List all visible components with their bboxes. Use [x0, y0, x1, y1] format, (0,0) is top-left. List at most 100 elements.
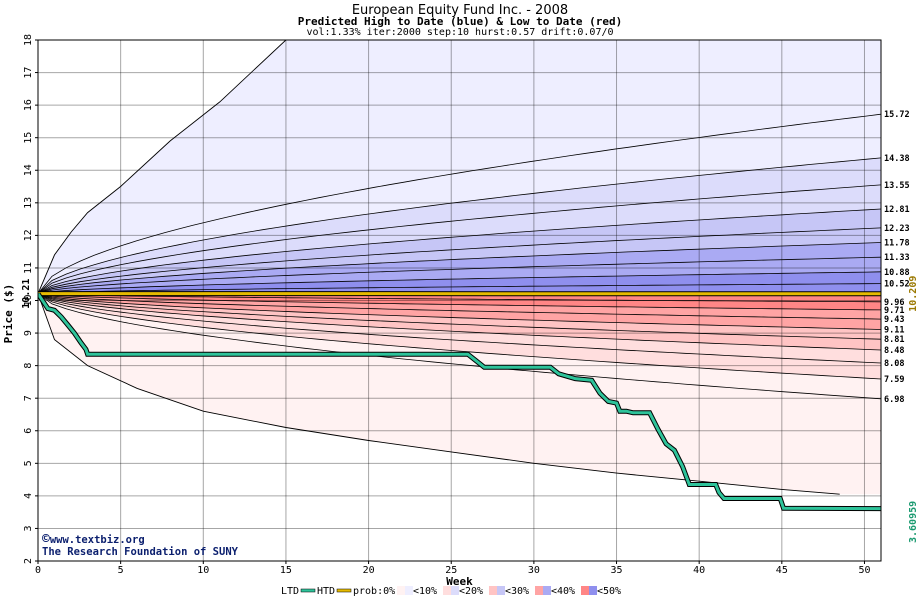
high-curve: [38, 227, 881, 295]
high-curve-label: 15.72: [884, 110, 910, 120]
x-tick-label: 10: [197, 565, 209, 576]
band-red-7: [38, 293, 881, 363]
low-curve: [38, 293, 881, 340]
y-tick-label: 5: [23, 460, 34, 466]
credit-org: The Research Foundation of SUNY: [42, 546, 238, 558]
band-blue-4: [38, 242, 881, 294]
high-curve-label: 14.38: [884, 154, 910, 164]
high-curve: [38, 113, 881, 294]
legend-prob-item: <20%: [459, 586, 483, 597]
band-red-8: [38, 293, 881, 379]
high-curve: [38, 256, 881, 295]
high-curve-label: 11.33: [884, 253, 910, 263]
low-curve: [38, 293, 881, 364]
legend-ltd-swatch: [300, 588, 316, 593]
y-tick-label: 13: [23, 197, 34, 209]
low-curve: [38, 293, 881, 311]
credit-url[interactable]: www.textbiz.org: [49, 534, 145, 546]
band-blue-5: [38, 227, 881, 294]
plot-area: [38, 40, 881, 561]
high-curve: [38, 184, 881, 295]
low-curve-label: 7.59: [884, 375, 904, 385]
legend-blue-swatch: [543, 586, 551, 595]
x-tick-label: 50: [858, 565, 870, 576]
high-curve: [38, 157, 881, 294]
copyright-icon: ©: [42, 532, 50, 547]
low-curve-label: 8.48: [884, 346, 904, 356]
chart-subtitle: Predicted High to Date (blue) & Low to D…: [297, 15, 623, 28]
band-blue-7: [38, 184, 881, 294]
ltd-line: [38, 292, 881, 511]
x-tick-label: 20: [363, 565, 375, 576]
high-curve-label: 10.88: [884, 268, 910, 278]
band-red-4: [38, 293, 881, 330]
y-tick-label: 2: [23, 558, 34, 564]
chart-params: vol:1.33% iter:2000 step:10 hurst:0.57 d…: [306, 27, 614, 38]
high-curve-label: 13.55: [884, 181, 910, 191]
y-tick-label: 9: [23, 330, 34, 336]
x-tick-label: 0: [35, 565, 41, 576]
y-tick-label: 15: [23, 132, 34, 144]
x-tick-label: 5: [118, 565, 124, 576]
y-tick-label: 8: [23, 363, 34, 369]
high-curve: [38, 242, 881, 295]
high-curve-label: 10.52: [884, 280, 910, 290]
x-tick-label: 45: [776, 565, 788, 576]
low-curve-label: 9.71: [884, 306, 904, 316]
legend-prob-item: <10%: [413, 586, 437, 597]
low-curve-label: 9.11: [884, 325, 904, 335]
legend-red-swatch: [489, 586, 497, 595]
legend-htd-swatch: [336, 588, 352, 593]
high-curve: [38, 271, 881, 295]
x-tick-label: 40: [693, 565, 705, 576]
outer-low-curve: [38, 293, 840, 495]
band-blue-2: [38, 271, 881, 294]
legend-htd-label: HTD: [317, 586, 335, 597]
legend-blue-swatch: [451, 586, 459, 595]
band-red-9: [38, 293, 881, 399]
legend-blue-swatch: [497, 586, 505, 595]
low-curve: [38, 293, 881, 400]
credit-block: ©www.textbiz.org The Research Foundation…: [42, 532, 238, 558]
low-curve: [38, 293, 881, 320]
low-curve: [38, 293, 881, 303]
legend-prob-item: <50%: [597, 586, 621, 597]
band-blue-1: [38, 283, 881, 294]
low-curve-label: 8.81: [884, 335, 904, 345]
high-curve-label: 12.81: [884, 205, 910, 215]
y-tick-label: 17: [23, 67, 34, 79]
outer-high-curve: [38, 40, 287, 294]
low-curve: [38, 293, 881, 380]
y-tick-label: 11: [23, 262, 34, 274]
band-blue-6: [38, 209, 881, 294]
band-blue-outer: [38, 40, 881, 294]
low-curve-label: 6.98: [884, 395, 904, 405]
y-tick-label: 4: [23, 493, 34, 499]
y-tick-label: 10: [23, 294, 34, 306]
y-axis-label: Price ($): [2, 284, 15, 344]
legend-prob-item: <40%: [551, 586, 575, 597]
y-tick-label: 16: [23, 99, 34, 111]
legend-blue-swatch: [405, 586, 413, 595]
legend-blue-swatch: [589, 586, 597, 595]
y-tick-label: 7: [23, 395, 34, 401]
x-axis-label: Week: [446, 575, 473, 588]
band-red-3: [38, 293, 881, 320]
legend-red-swatch: [535, 586, 543, 595]
high-curve: [38, 283, 881, 295]
legend-prob-label: prob:0%: [353, 586, 395, 597]
low-curve-label: 8.08: [884, 359, 904, 369]
ltd-end-label: 3.60959: [908, 501, 919, 543]
legend-prob-item: <30%: [505, 586, 529, 597]
band-blue-8: [38, 157, 881, 294]
low-curve-label: 9.96: [884, 298, 904, 308]
x-tick-label: 15: [280, 565, 292, 576]
high-curve: [38, 208, 881, 295]
chart-title: European Equity Fund Inc. - 2008: [351, 3, 569, 18]
legend-red-swatch: [443, 586, 451, 595]
high-curve-label: 11.78: [884, 239, 910, 249]
legend-red-swatch: [397, 586, 405, 595]
y-tick-label: 14: [23, 164, 34, 176]
band-blue-9: [38, 114, 881, 294]
